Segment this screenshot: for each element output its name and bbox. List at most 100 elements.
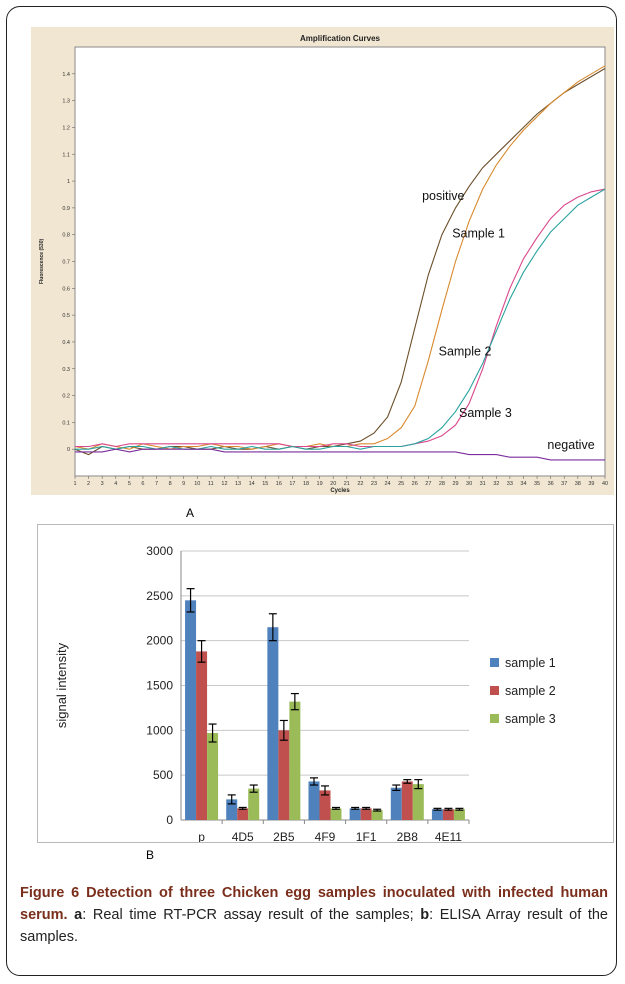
caption-title: Figure 6 Detection of three Chicken egg … [20, 885, 608, 923]
bar-sample-1-2B5 [267, 627, 279, 820]
x-tick-label: 30 [466, 481, 472, 487]
x-tick-label: 19 [317, 481, 323, 487]
bar-sample-3-p [207, 733, 219, 820]
bar-sample-1-1F1 [349, 808, 361, 820]
y-tick-label: 500 [153, 768, 173, 782]
caption-a-text: : Real time RT-PCR assay result of the s… [82, 907, 421, 923]
x-tick-label: 39 [588, 481, 594, 487]
x-tick-label: 2 [87, 481, 90, 487]
x-tick-label: 11 [208, 481, 214, 487]
y-axis-label: Fluorescence (530) [39, 239, 45, 285]
caption-a-letter: a [74, 907, 83, 923]
error-bar [455, 807, 464, 811]
x-tick-label: 17 [289, 481, 295, 487]
y-tick-label: 2000 [146, 634, 173, 648]
figure-caption: Figure 6 Detection of three Chicken egg … [20, 882, 608, 948]
x-tick-label: 5 [128, 481, 131, 487]
bar-sample-2-1F1 [360, 808, 372, 820]
error-bar [362, 806, 371, 810]
x-axis-label: Cycles [330, 488, 350, 494]
x-tick-label: 4D5 [232, 830, 254, 842]
chart-title: Amplification Curves [300, 34, 381, 43]
series-line-sample-3 [75, 188, 606, 450]
annotation-sample-3: Sample 3 [459, 406, 512, 420]
x-tick-label: 40 [602, 481, 608, 487]
y-tick-label: 0.4 [62, 340, 70, 346]
legend-label-sample-2: sample 2 [505, 684, 556, 698]
x-tick-label: 25 [398, 481, 404, 487]
x-tick-label: 36 [548, 481, 554, 487]
caption-b-letter: b [420, 907, 430, 923]
y-tick-label: 0.6 [62, 286, 70, 292]
legend-label-sample-3: sample 3 [505, 712, 556, 726]
y-tick-label: 0.1 [62, 420, 70, 426]
legend-label-sample-1: sample 1 [505, 656, 556, 670]
bar-sample-2-2B8 [401, 781, 413, 820]
x-tick-label: 4F9 [315, 830, 336, 842]
elisa-panel: 0 500 1000 1500 2000 2500 3000 signal intensity… [37, 524, 614, 844]
y-tick-label: 0.8 [62, 233, 70, 239]
panel-a-label: A [186, 506, 195, 520]
amplification-chart: Amplification Curves Cycles Fluorescence (… [39, 34, 608, 494]
y-axis-label: signal intensity [54, 642, 69, 728]
error-bar [444, 807, 453, 811]
x-tick-label: 9 [182, 481, 185, 487]
x-tick-label: 38 [575, 481, 581, 487]
annotation-sample-2: Sample 2 [439, 344, 492, 358]
bar-sample-1-p [185, 600, 197, 820]
error-bar [332, 806, 340, 810]
x-tick-label: p [198, 830, 205, 842]
y-tick-label: 1.1 [62, 152, 70, 158]
y-tick-label: 0 [67, 447, 70, 453]
bar-sample-2-4F9 [319, 790, 331, 820]
x-tick-label: 13 [235, 481, 241, 487]
bar-sample-1-4F9 [308, 781, 320, 820]
x-tick-label: 31 [480, 481, 486, 487]
y-tick-label: 0 [166, 813, 173, 827]
y-tick-label: 0.3 [62, 367, 70, 373]
x-tick-label: 37 [561, 481, 567, 487]
x-tick-label: 22 [357, 481, 363, 487]
x-tick-label: 27 [425, 481, 431, 487]
y-tick-label: 1.2 [62, 125, 70, 131]
bar-sample-3-4F9 [330, 808, 342, 820]
bar-sample-3-2B5 [289, 701, 301, 820]
x-tick-label: 16 [276, 481, 282, 487]
error-bar [351, 806, 360, 810]
x-tick-label: 1F1 [356, 830, 377, 842]
x-tick-label: 34 [520, 481, 526, 487]
caption-separator: . [63, 907, 75, 923]
y-tick-label: 2500 [146, 589, 173, 603]
legend-swatch-sample-2 [490, 686, 499, 695]
error-bar [403, 779, 412, 784]
x-tick-label: 8 [169, 481, 172, 487]
panel-b-label: B [146, 848, 155, 862]
bar-sample-1-4E11 [431, 809, 443, 820]
x-tick-label: 2B8 [397, 830, 419, 842]
error-bar [290, 692, 299, 711]
x-tick-label: 15 [262, 481, 268, 487]
bar-sample-3-1F1 [371, 810, 383, 820]
bar-sample-2-4D5 [237, 808, 249, 820]
bar-sample-2-4E11 [442, 809, 454, 820]
x-tick-label: 7 [155, 481, 158, 487]
bar-sample-3-4E11 [453, 809, 465, 820]
error-bar [268, 613, 277, 642]
y-tick-label: 0.2 [62, 394, 70, 400]
y-tick-label: 1.4 [62, 72, 70, 78]
bar-sample-2-p [196, 651, 208, 820]
bar-sample-3-4D5 [248, 788, 260, 820]
bar-sample-2-2B5 [278, 730, 290, 820]
x-tick-label: 33 [507, 481, 513, 487]
legend-swatch-sample-1 [490, 658, 499, 667]
x-tick-label: 1 [73, 481, 76, 487]
y-tick-label: 1500 [146, 679, 173, 693]
series-line-sample-2 [75, 188, 606, 448]
y-tick-label: 1 [67, 179, 70, 185]
error-bar [197, 640, 206, 663]
error-bar [249, 784, 258, 793]
x-tick-label: 20 [330, 481, 336, 487]
x-tick-label: 24 [385, 481, 391, 487]
y-tick-label: 1000 [146, 723, 173, 737]
annotation-sample-1: Sample 1 [452, 226, 505, 240]
